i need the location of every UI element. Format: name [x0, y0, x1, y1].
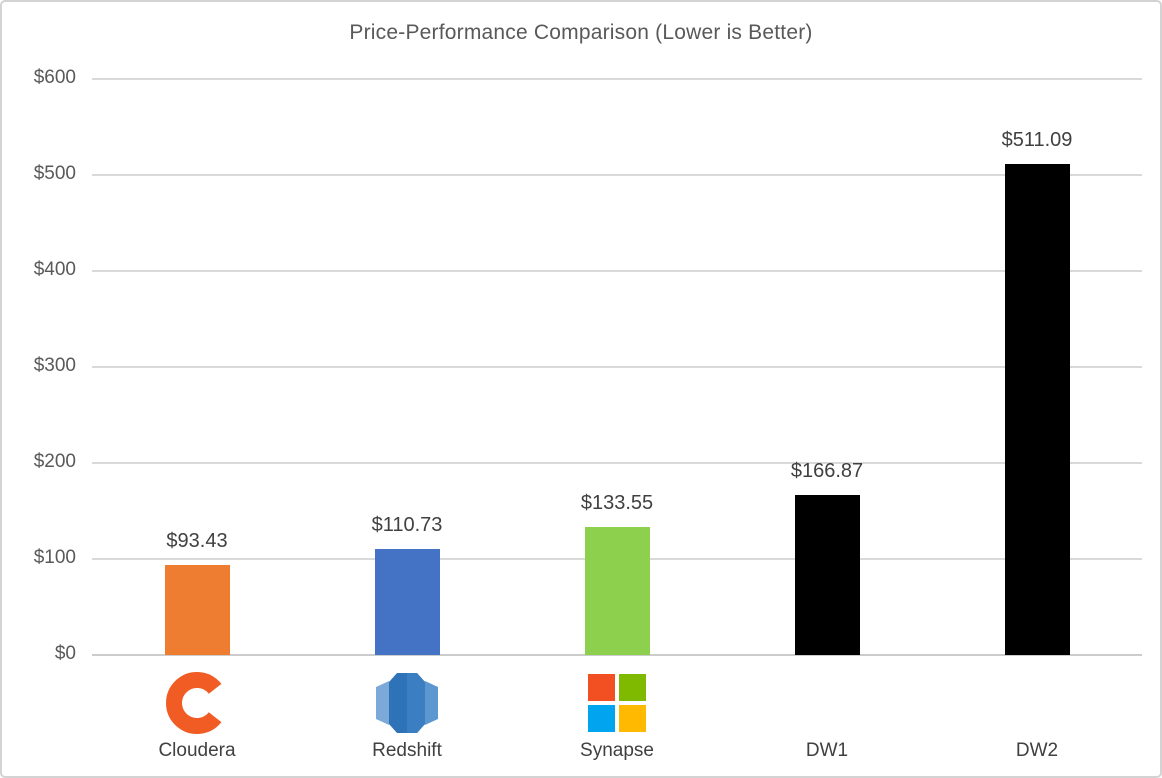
y-axis-tick-label: $500 [33, 163, 76, 184]
gridline-400 [92, 270, 1142, 272]
bar-cloudera [164, 565, 230, 655]
category-icon-cloudera [161, 668, 233, 738]
category-label-dw1: DW1 [805, 740, 849, 761]
chart-title: Price-Performance Comparison (Lower is B… [349, 21, 813, 44]
category-label-dw2: DW2 [1015, 740, 1059, 761]
value-label-cloudera: $93.43 [166, 530, 228, 553]
gridline-300 [92, 366, 1142, 368]
category-label-redshift: Redshift [372, 740, 442, 761]
ms-square-yellow [619, 705, 646, 732]
y-axis-tick-label: $200 [33, 451, 76, 472]
category-label-synapse: Synapse [580, 740, 654, 761]
ms-square-red [588, 674, 615, 701]
ms-square-green [619, 674, 646, 701]
category-icon-synapse [581, 668, 653, 738]
value-label-dw1: $166.87 [790, 459, 864, 482]
y-axis-tick-label: $100 [33, 547, 76, 568]
category-label-cloudera: Cloudera [158, 740, 236, 761]
ms-square-blue [588, 705, 615, 732]
value-label-redshift: $110.73 [371, 513, 443, 536]
cloudera-logo-icon [166, 672, 222, 734]
value-label-dw2: $511.09 [1001, 129, 1073, 152]
bar-dw1 [794, 494, 860, 655]
y-axis-tick-label: $400 [33, 259, 76, 280]
value-label-synapse: $133.55 [580, 491, 654, 514]
gridline-500 [92, 174, 1142, 176]
y-axis-tick-label: $600 [33, 67, 76, 88]
gridline-200 [92, 462, 1142, 464]
category-icon-redshift [371, 668, 443, 738]
microsoft-logo-icon [588, 674, 646, 732]
y-axis-tick-label: $300 [33, 355, 76, 376]
gridline-600 [92, 78, 1142, 80]
bar-synapse [584, 526, 650, 655]
y-axis-tick-label: $0 [54, 643, 76, 664]
bar-dw2 [1004, 164, 1070, 655]
bar-redshift [374, 548, 440, 655]
redshift-logo-icon [376, 673, 438, 733]
gridline-0 [92, 654, 1142, 656]
